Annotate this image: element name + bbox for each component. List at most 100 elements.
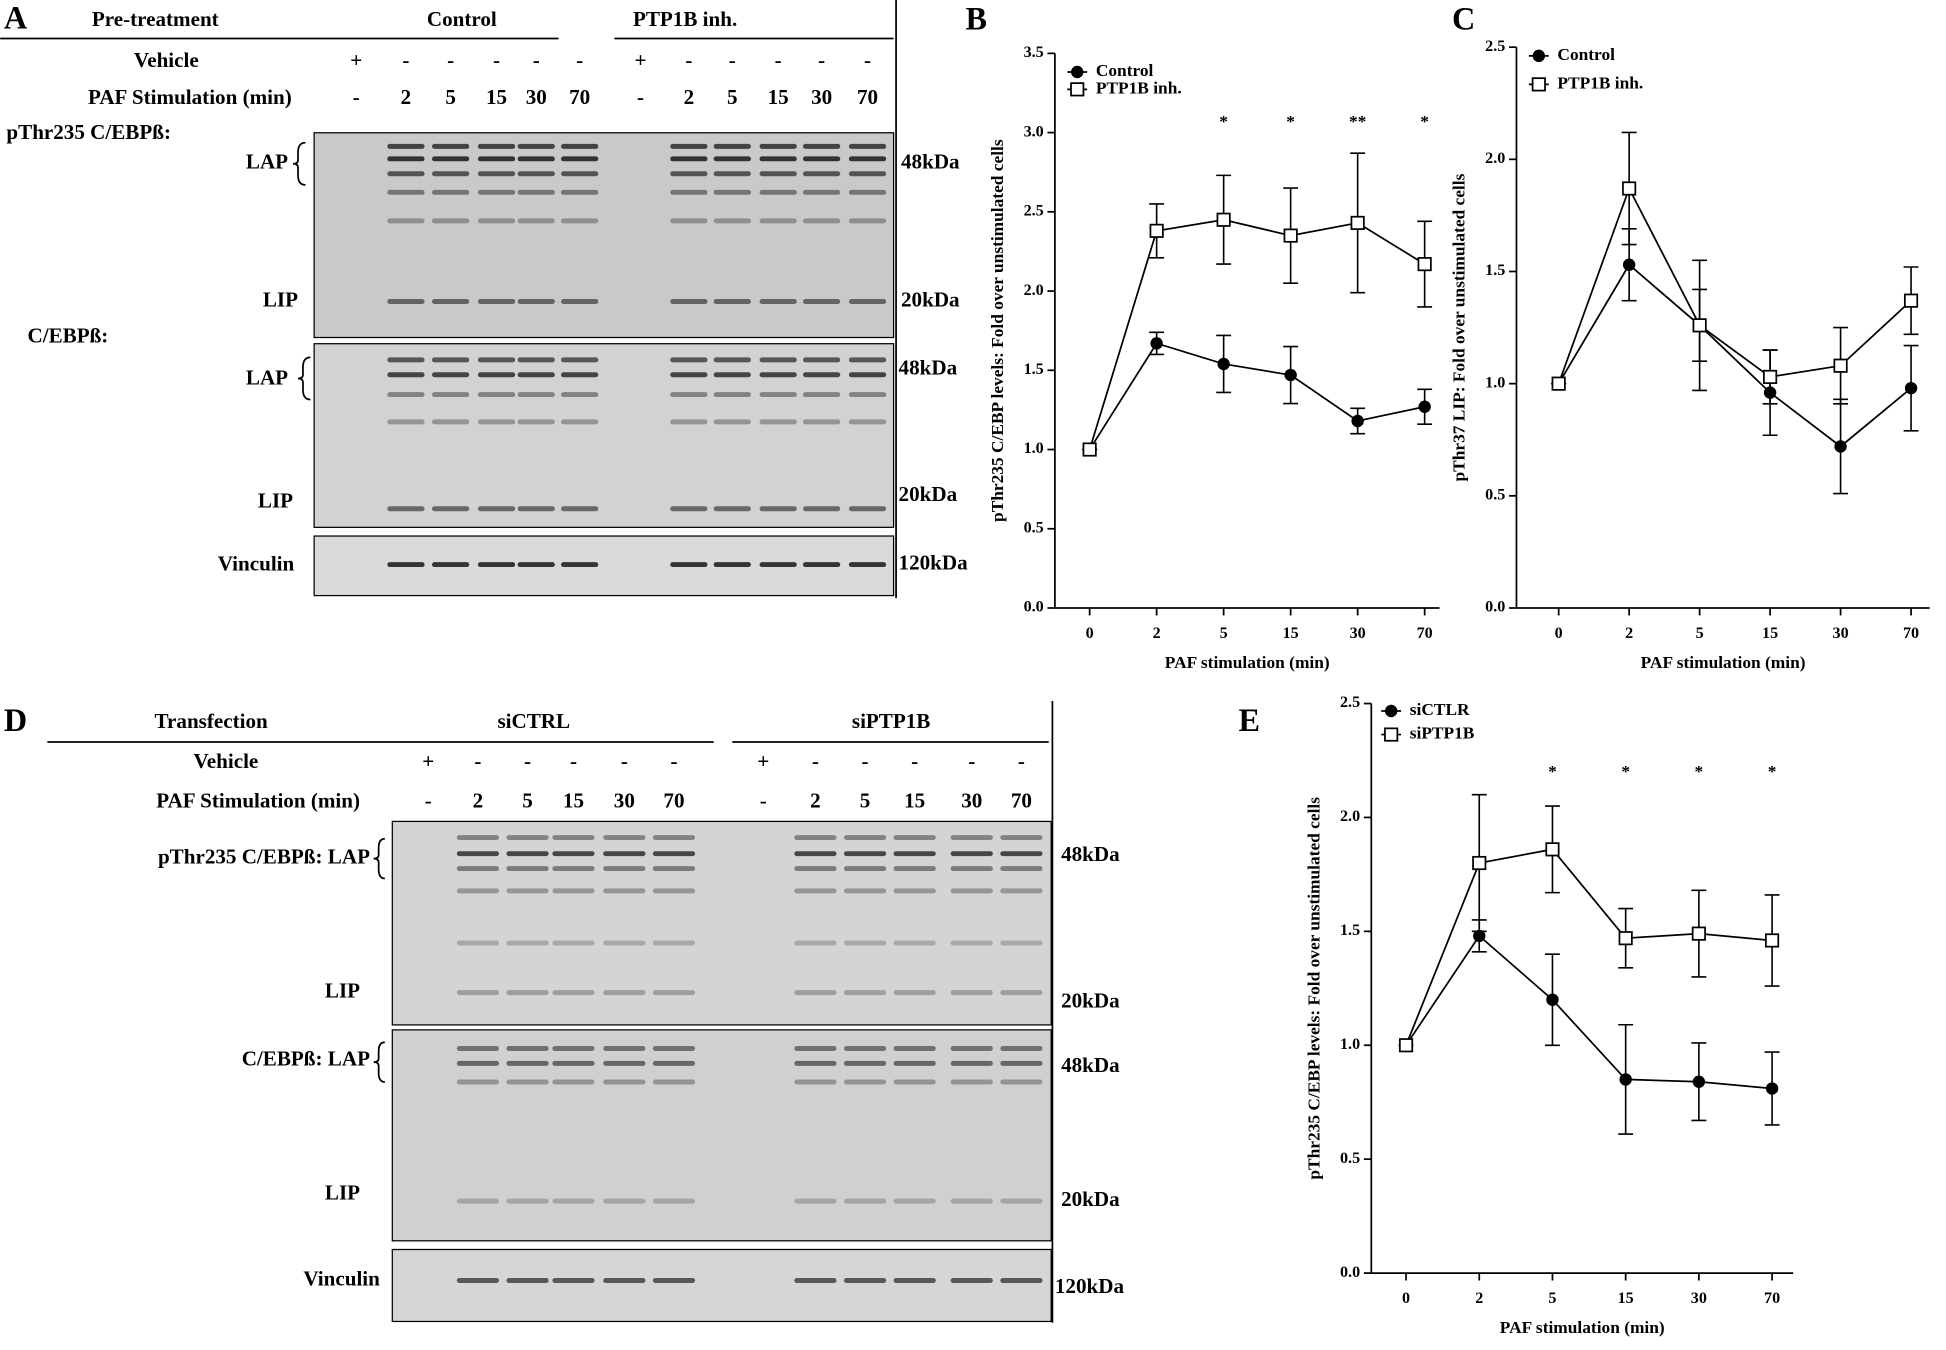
lane-time: 2 (810, 789, 821, 813)
band (561, 189, 599, 195)
band (670, 357, 708, 363)
marker (1283, 228, 1298, 243)
band (506, 990, 549, 996)
band (517, 171, 555, 177)
significance: * (1219, 112, 1228, 131)
band (713, 419, 751, 425)
x-tick-label: 2 (1625, 625, 1633, 642)
band (506, 835, 549, 841)
band (713, 156, 751, 162)
x-axis-label: PAF stimulation (min) (1165, 653, 1330, 672)
significance: ** (1349, 112, 1366, 131)
lane-time: 70 (663, 789, 684, 813)
y-tick-label: 0.5 (1485, 487, 1505, 504)
band (759, 506, 797, 512)
band (759, 357, 797, 363)
band (552, 990, 595, 996)
marker (1546, 993, 1559, 1006)
significance: * (1420, 112, 1429, 131)
band (893, 1060, 936, 1066)
band (552, 835, 595, 841)
band (477, 372, 516, 378)
brace (373, 1041, 385, 1083)
size-marker: 20kDa (899, 482, 958, 506)
legend-marker (1531, 77, 1546, 92)
header: Pre-treatment (92, 7, 219, 31)
band (506, 1060, 549, 1066)
lane-time: 2 (401, 85, 412, 109)
band (713, 171, 751, 177)
band (603, 1278, 646, 1283)
band (552, 866, 595, 872)
marker (1150, 337, 1163, 350)
band (848, 372, 887, 378)
band (670, 143, 708, 149)
band (843, 851, 887, 857)
band (432, 562, 470, 568)
lane-vehicle: - (685, 48, 692, 72)
blot-label: LIP (325, 978, 360, 1002)
band (893, 888, 936, 894)
band (794, 835, 837, 841)
band (670, 189, 708, 195)
band (893, 835, 936, 841)
lane-time: 30 (526, 85, 547, 109)
y-tick-label: 0.0 (1340, 1264, 1360, 1281)
x-axis-label: PAF stimulation (min) (1641, 653, 1806, 672)
band (950, 1046, 993, 1051)
band (803, 299, 841, 304)
band (893, 1278, 936, 1283)
x-tick-label: 0 (1086, 625, 1094, 642)
size-marker: 120kDa (899, 550, 969, 574)
band (603, 1046, 646, 1051)
band (387, 419, 425, 425)
lane-time: 30 (961, 789, 982, 813)
group-label: siCTRL (497, 709, 570, 733)
band (477, 392, 516, 398)
marker (1082, 442, 1097, 457)
band (387, 562, 425, 568)
panel-d: D Transfection siCTRL siPTP1B Vehicle PA… (4, 701, 1124, 1323)
marker (1692, 1075, 1706, 1088)
band (1000, 990, 1043, 996)
lane-vehicle: - (911, 749, 918, 773)
chart: C 0.0 0.5 1.0 1.5 2.0 2.5 0 2 5 15 30 70 PAF stimulat… (1450, 1, 1930, 672)
band (950, 866, 993, 872)
y-axis-label: pThr235 C/EBP levels: Fold over unstimul… (988, 139, 1007, 522)
lane-vehicle: - (968, 749, 975, 773)
y-tick-label: 2.5 (1024, 203, 1044, 220)
legend-marker (1384, 727, 1399, 742)
legend-label: PTP1B inh. (1557, 73, 1643, 92)
band (794, 866, 837, 872)
band (506, 851, 549, 857)
band (456, 851, 500, 857)
lane-time: 30 (614, 789, 635, 813)
lane-vehicle: - (670, 749, 677, 773)
band (843, 1198, 887, 1204)
marker (1622, 181, 1637, 196)
band (950, 835, 993, 841)
band (670, 392, 708, 398)
band (843, 1278, 887, 1283)
band (950, 990, 993, 996)
x-axis-label: PAF stimulation (min) (1500, 1318, 1665, 1337)
band (794, 1198, 837, 1204)
marker (1904, 381, 1918, 395)
band (794, 851, 837, 857)
lane-vehicle: - (447, 48, 454, 72)
band (1000, 1079, 1043, 1085)
band (759, 299, 797, 304)
band (517, 372, 555, 378)
group-label: PTP1B inh. (633, 7, 737, 31)
y-tick-label: 1.5 (1340, 922, 1360, 939)
legend-label: Control (1096, 61, 1154, 80)
band (387, 357, 425, 363)
lane-time: - (353, 85, 360, 109)
blot-label: C/EBPß: LAP (242, 1047, 370, 1071)
band (713, 189, 751, 195)
legend-marker (1070, 82, 1085, 97)
band (848, 299, 887, 304)
lane-time: - (760, 789, 767, 813)
panel-a: A Pre-treatment Control PTP1B inh. Vehic… (0, 0, 969, 599)
